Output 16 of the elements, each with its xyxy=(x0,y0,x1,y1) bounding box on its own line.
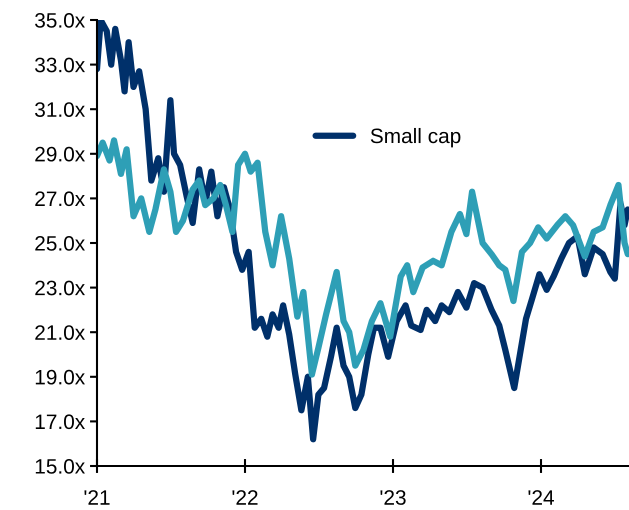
x-tick-label: '22 xyxy=(232,490,258,505)
x-tick-label: '24 xyxy=(528,490,554,505)
y-tick-label: 27.0x xyxy=(35,191,85,206)
y-tick-label: 15.0x xyxy=(36,459,85,474)
y-tick-label: 17.0x xyxy=(36,414,85,430)
y-tick-label: 23.0x xyxy=(35,280,85,296)
y-tick-label: 21.0x xyxy=(35,325,85,340)
y-tick-label: 31.0x xyxy=(35,102,85,117)
x-tick-label: '21 xyxy=(84,490,110,505)
legend-label: Small cap xyxy=(370,128,460,148)
y-tick-label: 29.0x xyxy=(35,146,85,162)
y-tick-label: 33.0x xyxy=(35,58,85,72)
x-tick-label: '23 xyxy=(380,490,406,505)
y-tick-label: 25.0x xyxy=(35,236,85,251)
y-tick-label: 19.0x xyxy=(36,370,85,385)
y-tick-label: 35.0x xyxy=(35,13,85,28)
